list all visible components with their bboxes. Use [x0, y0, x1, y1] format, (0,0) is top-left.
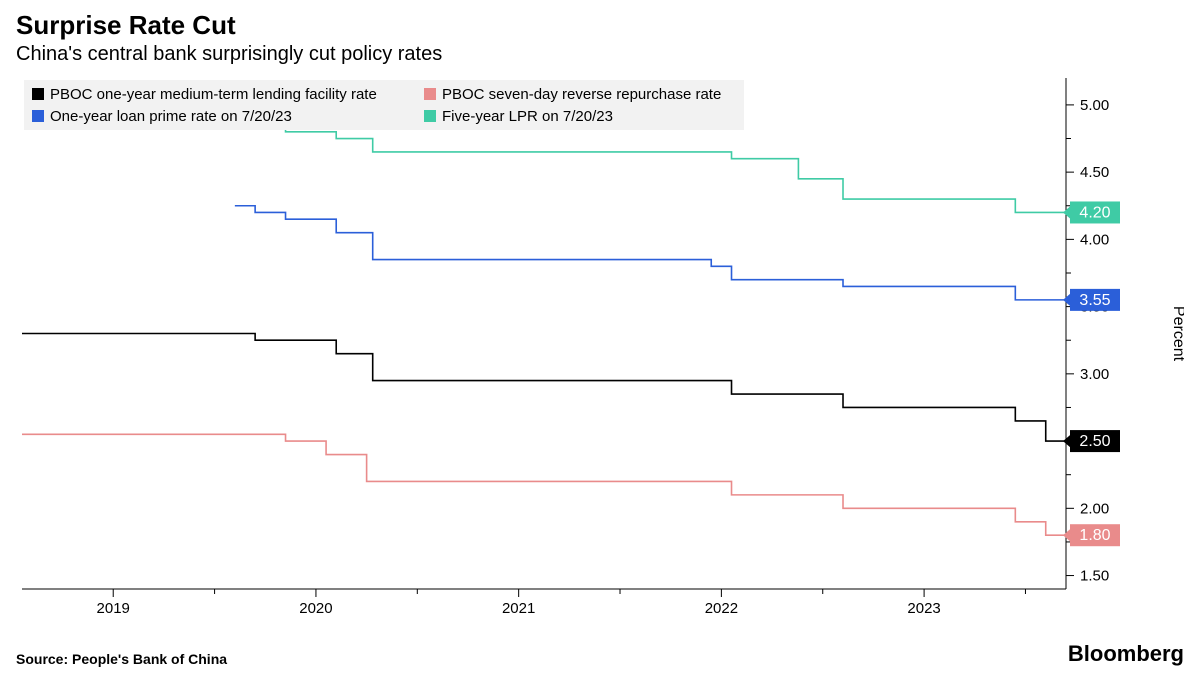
- chart-subtitle: China's central bank surprisingly cut po…: [16, 43, 1184, 66]
- y-tick-label: 4.00: [1080, 231, 1109, 248]
- y-tick-label: 4.50: [1080, 164, 1109, 181]
- legend-label: PBOC seven-day reverse repurchase rate: [442, 86, 721, 103]
- chart-area: 1.502.002.503.003.504.004.505.0020192020…: [16, 74, 1184, 637]
- legend: PBOC one-year medium-term lending facili…: [24, 80, 744, 130]
- end-label: 2.50: [1079, 433, 1110, 450]
- series-reverse_repo: [22, 434, 1066, 535]
- x-tick-label: 2020: [299, 600, 332, 617]
- line-chart: 1.502.002.503.003.504.004.505.0020192020…: [16, 74, 1184, 619]
- y-tick-label: 1.50: [1080, 568, 1109, 585]
- y-tick-label: 3.00: [1080, 366, 1109, 383]
- series-lpr_1y: [235, 206, 1066, 300]
- legend-label: PBOC one-year medium-term lending facili…: [50, 86, 377, 103]
- legend-swatch: [32, 110, 44, 122]
- end-label: 4.20: [1079, 204, 1110, 221]
- y-axis-title: Percent: [1170, 306, 1184, 362]
- end-label: 1.80: [1079, 527, 1110, 544]
- legend-swatch: [424, 110, 436, 122]
- y-tick-label: 2.00: [1080, 500, 1109, 517]
- series-lpr_5y: [235, 125, 1066, 212]
- x-tick-label: 2021: [502, 600, 535, 617]
- x-tick-label: 2023: [907, 600, 940, 617]
- brand-label: Bloomberg: [1068, 641, 1184, 667]
- legend-label: Five-year LPR on 7/20/23: [442, 108, 613, 125]
- chart-title: Surprise Rate Cut: [16, 10, 1184, 41]
- x-tick-label: 2019: [97, 600, 130, 617]
- source-label: Source: People's Bank of China: [16, 651, 227, 667]
- y-tick-label: 5.00: [1080, 97, 1109, 114]
- legend-label: One-year loan prime rate on 7/20/23: [50, 108, 292, 125]
- legend-swatch: [32, 88, 44, 100]
- legend-swatch: [424, 88, 436, 100]
- x-tick-label: 2022: [705, 600, 738, 617]
- series-mlf: [22, 334, 1066, 442]
- end-label: 3.55: [1079, 292, 1110, 309]
